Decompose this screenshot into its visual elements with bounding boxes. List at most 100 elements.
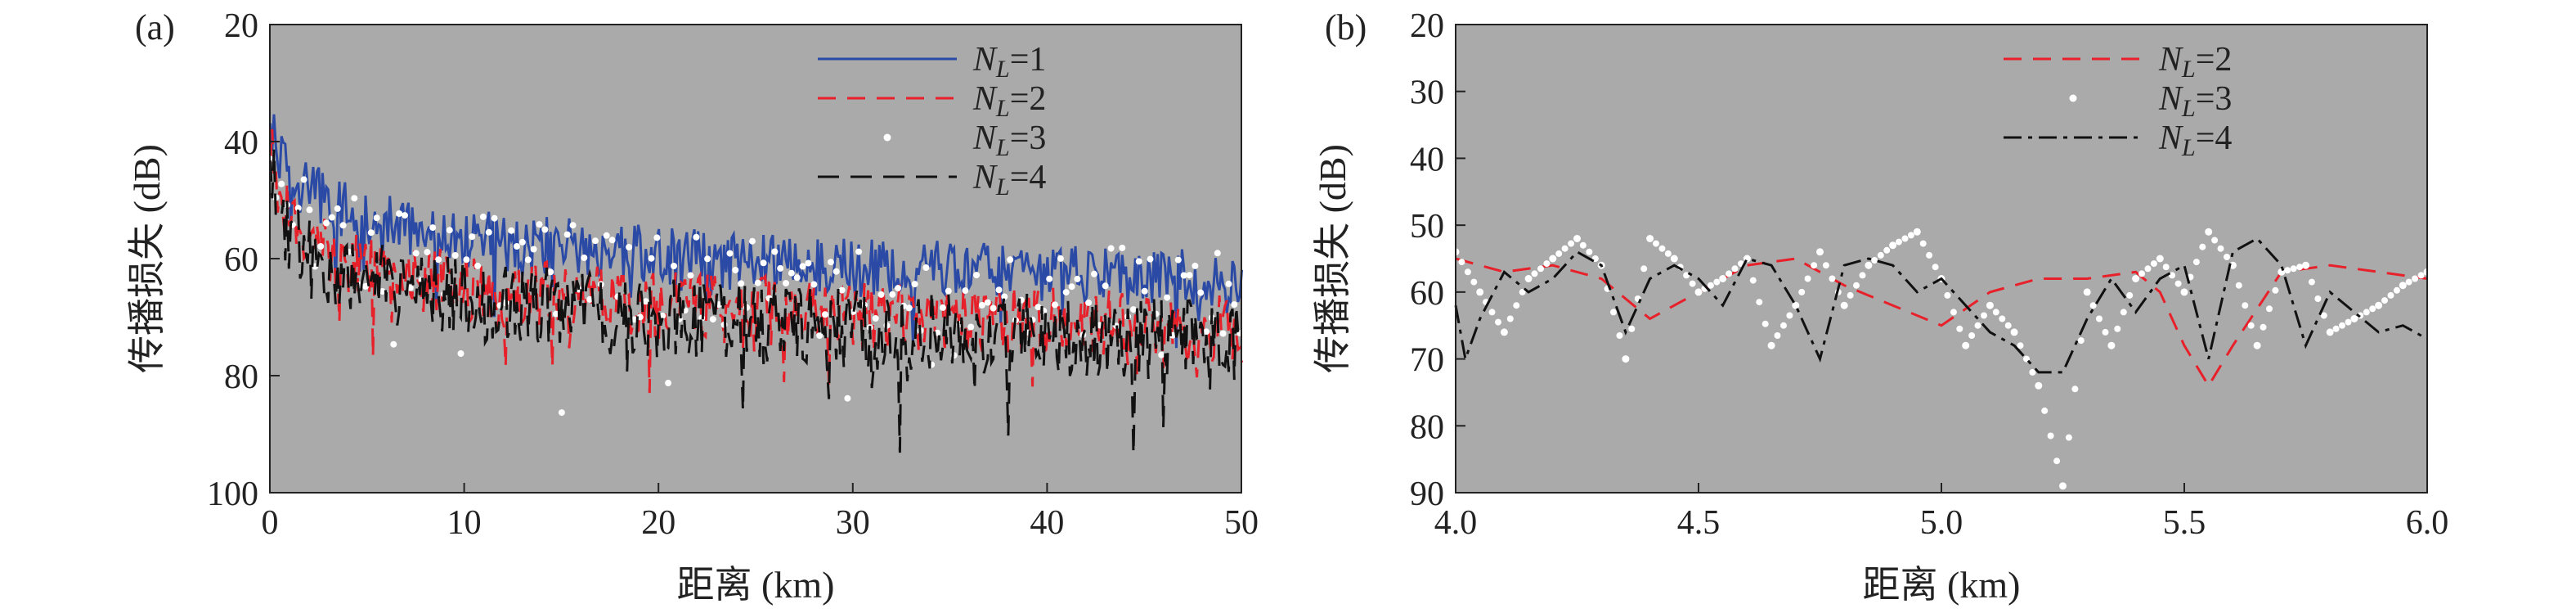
data-point — [693, 233, 700, 241]
data-point — [967, 323, 975, 331]
data-point — [1658, 245, 1666, 252]
data-point — [328, 214, 335, 221]
data-point — [922, 264, 930, 271]
data-point — [2272, 286, 2279, 294]
data-point — [2253, 341, 2261, 349]
data-point — [1670, 255, 1678, 263]
data-point — [648, 255, 655, 262]
data-point — [2180, 288, 2188, 296]
data-point — [2096, 315, 2103, 322]
data-point — [2417, 272, 2425, 279]
data-point — [1986, 301, 1994, 309]
data-point — [1464, 268, 1471, 276]
data-point — [962, 287, 969, 295]
data-point — [642, 298, 649, 305]
y-tick-label: 60 — [1410, 275, 1444, 313]
panel-b: (b) 4.0 4.5 5.0 5.5 6.0 20 30 40 50 60 70 80 90 NL=2… — [1312, 7, 2448, 606]
y-tick-label: 50 — [1410, 208, 1444, 246]
data-point — [2296, 264, 2304, 271]
data-point — [1694, 288, 1703, 296]
data-point — [1992, 309, 1999, 316]
axes-a: 0 10 20 30 40 50 20 40 60 80 100 — [207, 7, 1259, 542]
data-point — [2308, 278, 2315, 286]
legend-swatch — [2069, 94, 2077, 102]
data-point — [2126, 291, 2134, 299]
y-tick-label: 80 — [224, 358, 258, 396]
data-point — [323, 219, 330, 227]
data-point — [2138, 270, 2145, 277]
data-point — [1007, 256, 1014, 264]
data-point — [1767, 341, 1775, 349]
data-point — [995, 286, 1003, 294]
data-point — [2071, 385, 2079, 393]
data-point — [653, 234, 661, 241]
data-point — [485, 228, 492, 236]
data-point — [306, 206, 313, 214]
data-point — [563, 231, 571, 238]
data-point — [514, 243, 520, 250]
data-point — [1085, 299, 1093, 306]
data-point — [889, 291, 896, 298]
data-point — [362, 282, 369, 290]
data-point — [2381, 297, 2388, 304]
data-point — [1944, 291, 1951, 299]
legend-item: NL=1 — [818, 41, 1046, 83]
data-point — [1119, 244, 1126, 251]
data-point — [412, 250, 420, 257]
y-tick-label: 40 — [224, 124, 258, 162]
data-point — [334, 205, 341, 212]
data-point — [799, 263, 806, 270]
legend-item: NL=4 — [2004, 119, 2232, 161]
data-point — [1052, 301, 1058, 309]
data-point — [1513, 302, 1520, 309]
y-tick-label: 80 — [1410, 408, 1444, 446]
data-point — [1968, 332, 1976, 339]
data-point — [1761, 320, 1769, 327]
data-point — [390, 340, 397, 348]
data-point — [945, 287, 952, 295]
data-point — [665, 380, 672, 386]
data-point — [558, 409, 565, 417]
data-point — [2302, 261, 2309, 269]
data-point — [1786, 312, 1793, 319]
data-point — [810, 281, 818, 288]
data-point — [1999, 315, 2006, 322]
data-point — [479, 213, 487, 220]
legend-label: NL=3 — [972, 119, 1046, 161]
data-point — [1488, 309, 1496, 316]
data-point — [783, 280, 789, 287]
data-point — [1871, 257, 1878, 264]
data-point — [1719, 275, 1727, 282]
data-point — [1500, 328, 1508, 336]
data-point — [2023, 355, 2030, 363]
data-point — [2004, 322, 2012, 329]
data-point — [1555, 250, 1563, 257]
data-point — [1141, 287, 1148, 295]
data-point — [2083, 288, 2091, 296]
data-point — [469, 233, 476, 241]
plot-area-a — [270, 25, 1241, 493]
data-point — [2247, 322, 2255, 329]
x-tick-label: 5.0 — [1920, 504, 1963, 542]
plot-area-b — [1456, 25, 2427, 493]
data-point — [2224, 254, 2230, 260]
data-point — [984, 299, 991, 306]
data-point — [1896, 238, 1902, 246]
legend-b: NL=2NL=3NL=4 — [2004, 41, 2232, 161]
x-axis-label-b: 距离 (km) — [1863, 564, 2021, 606]
data-point — [2156, 255, 2164, 263]
data-point — [547, 268, 554, 276]
data-point — [2102, 328, 2109, 336]
legend-item: NL=4 — [818, 159, 1046, 201]
data-point — [2242, 302, 2249, 309]
data-point — [1804, 275, 1811, 282]
data-point — [1950, 309, 1957, 316]
data-point — [1046, 275, 1053, 282]
data-point — [581, 255, 588, 261]
data-point — [1865, 261, 1873, 269]
data-point — [2235, 282, 2242, 289]
y-axis-label-a: 传播损失 (dB) — [126, 144, 168, 373]
data-point — [1057, 255, 1064, 262]
data-point — [463, 256, 470, 264]
data-point — [1561, 245, 1568, 252]
